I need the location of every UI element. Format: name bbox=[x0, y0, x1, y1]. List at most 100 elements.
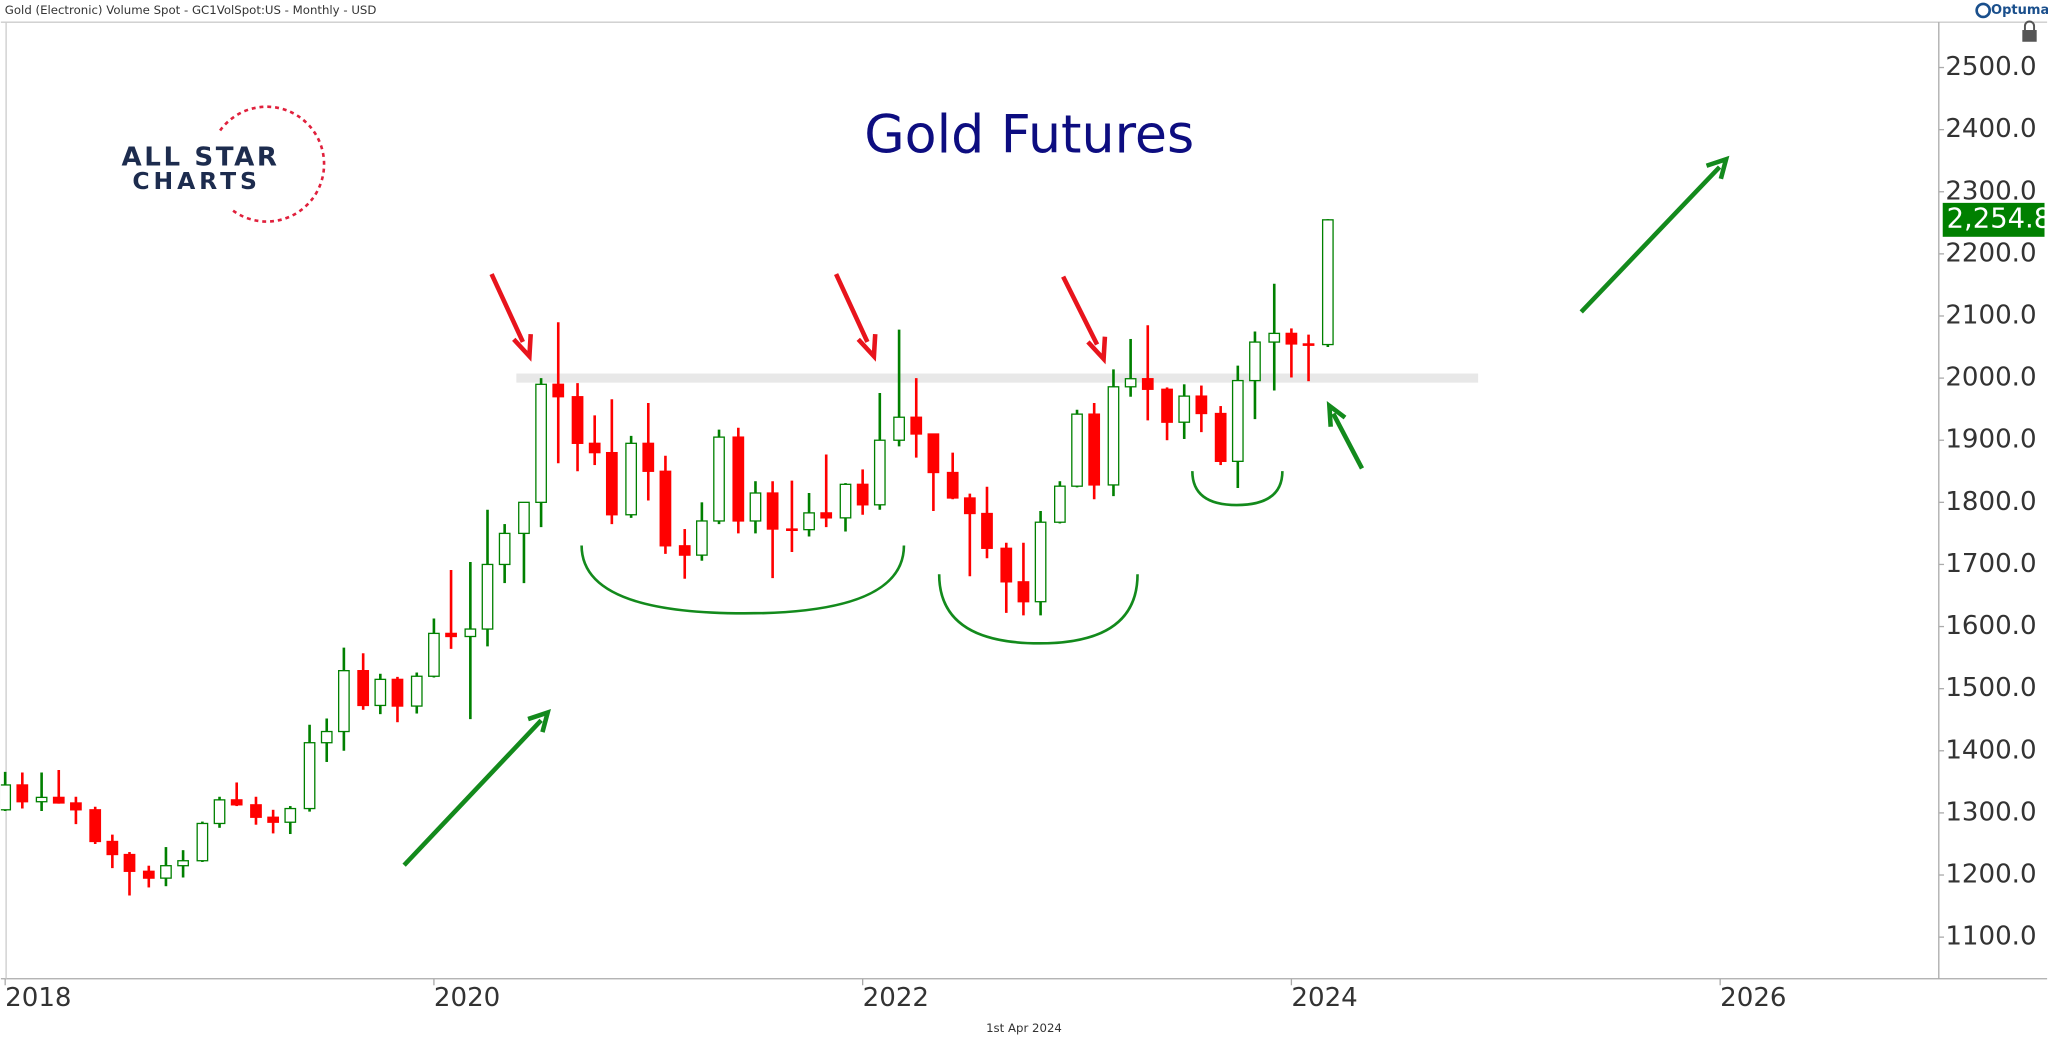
y-tick-label: 2500.0 bbox=[1945, 52, 2036, 82]
candle bbox=[659, 455, 672, 554]
candle bbox=[1249, 331, 1261, 420]
candle-body bbox=[267, 816, 280, 823]
candle bbox=[52, 770, 65, 804]
candle-body bbox=[803, 512, 815, 531]
lock-icon bbox=[2022, 20, 2037, 42]
candle bbox=[1107, 369, 1120, 497]
pattern-arcs bbox=[580, 471, 1284, 645]
allstar-logo: ALL STAR CHARTS bbox=[121, 105, 326, 223]
y-tick-label: 1300.0 bbox=[1945, 797, 2036, 827]
arc bbox=[1191, 471, 1284, 507]
x-tick-label: 2020 bbox=[434, 983, 500, 1013]
candle bbox=[820, 454, 833, 528]
last-price-label: 2,254.8 bbox=[1947, 203, 2048, 234]
y-tick-label: 2300.0 bbox=[1945, 176, 2036, 206]
candle-body bbox=[1017, 581, 1030, 603]
brand-icon bbox=[1975, 2, 1992, 19]
candle bbox=[213, 796, 226, 828]
plot-area bbox=[0, 219, 1479, 896]
candle bbox=[856, 469, 869, 515]
candle-body bbox=[910, 416, 923, 435]
candle-body bbox=[1000, 547, 1013, 583]
candle bbox=[786, 480, 798, 553]
lock-shackle bbox=[2023, 20, 2036, 31]
candle bbox=[713, 429, 725, 525]
arrow-head bbox=[527, 709, 551, 733]
candle bbox=[445, 570, 457, 649]
candle bbox=[625, 435, 638, 518]
candle bbox=[357, 653, 370, 710]
arrow-head bbox=[1705, 155, 1730, 180]
y-tick-label: 1900.0 bbox=[1945, 425, 2036, 455]
candle-body bbox=[552, 383, 565, 398]
candle-body bbox=[588, 442, 601, 454]
candle bbox=[839, 483, 852, 532]
candle bbox=[320, 718, 333, 762]
chart-title: Gold Futures bbox=[864, 105, 1194, 165]
candle bbox=[927, 433, 940, 512]
y-tick-label: 2200.0 bbox=[1945, 238, 2036, 268]
candle bbox=[464, 561, 477, 720]
candle bbox=[678, 529, 691, 579]
candle bbox=[70, 796, 82, 825]
candle-body bbox=[535, 383, 547, 503]
candle-body bbox=[1141, 378, 1154, 390]
lock-body bbox=[2022, 30, 2037, 42]
candle-body bbox=[893, 416, 905, 441]
candle-body bbox=[428, 632, 440, 677]
candle-body bbox=[518, 501, 530, 535]
candle-body bbox=[927, 433, 940, 474]
candle-body bbox=[70, 802, 82, 811]
candle bbox=[803, 493, 815, 537]
candle bbox=[749, 481, 762, 534]
candle bbox=[696, 502, 708, 561]
candle-body bbox=[160, 865, 172, 879]
candle-body bbox=[659, 470, 672, 547]
candle-body bbox=[196, 822, 209, 862]
candle bbox=[1124, 338, 1137, 397]
candle-body bbox=[374, 678, 387, 707]
candle-body bbox=[123, 853, 136, 872]
red-arrows bbox=[489, 273, 1108, 365]
candle bbox=[481, 509, 494, 647]
arrow bbox=[834, 273, 870, 343]
green-arrows bbox=[402, 155, 1730, 867]
candle-body bbox=[963, 497, 976, 515]
candle-body bbox=[89, 809, 102, 843]
candle bbox=[1214, 406, 1227, 466]
candle-body bbox=[1285, 332, 1298, 345]
candle-body bbox=[786, 528, 798, 531]
candle-body bbox=[52, 796, 65, 804]
candle bbox=[1141, 325, 1154, 421]
logo-line1: ALL STAR bbox=[121, 142, 279, 172]
x-tick-label: 2022 bbox=[863, 983, 929, 1013]
candle bbox=[338, 647, 350, 751]
x-tick-label: 2024 bbox=[1291, 983, 1357, 1013]
candle-body bbox=[571, 396, 584, 444]
x-tick-label: 2026 bbox=[1720, 983, 1786, 1013]
candle bbox=[873, 393, 886, 510]
candle-body bbox=[1195, 395, 1208, 415]
candle-body bbox=[177, 860, 189, 867]
candle bbox=[0, 771, 12, 812]
candle-body bbox=[1161, 388, 1173, 423]
candle bbox=[1000, 542, 1013, 613]
candle-body bbox=[0, 784, 12, 811]
candle-body bbox=[1214, 412, 1227, 462]
candle bbox=[732, 427, 745, 534]
candle-body bbox=[625, 442, 638, 516]
candle-body bbox=[1124, 378, 1137, 388]
candle bbox=[35, 772, 48, 812]
y-tick-label: 1800.0 bbox=[1945, 487, 2036, 517]
candle-body bbox=[696, 520, 708, 556]
candle-body bbox=[856, 483, 869, 506]
arc bbox=[580, 545, 906, 615]
candle bbox=[1302, 334, 1315, 382]
candle-body bbox=[605, 451, 618, 516]
candle bbox=[410, 672, 423, 714]
candle-body bbox=[1231, 379, 1244, 462]
candle bbox=[1231, 365, 1244, 489]
candle bbox=[910, 378, 923, 458]
candle-body bbox=[250, 804, 262, 818]
